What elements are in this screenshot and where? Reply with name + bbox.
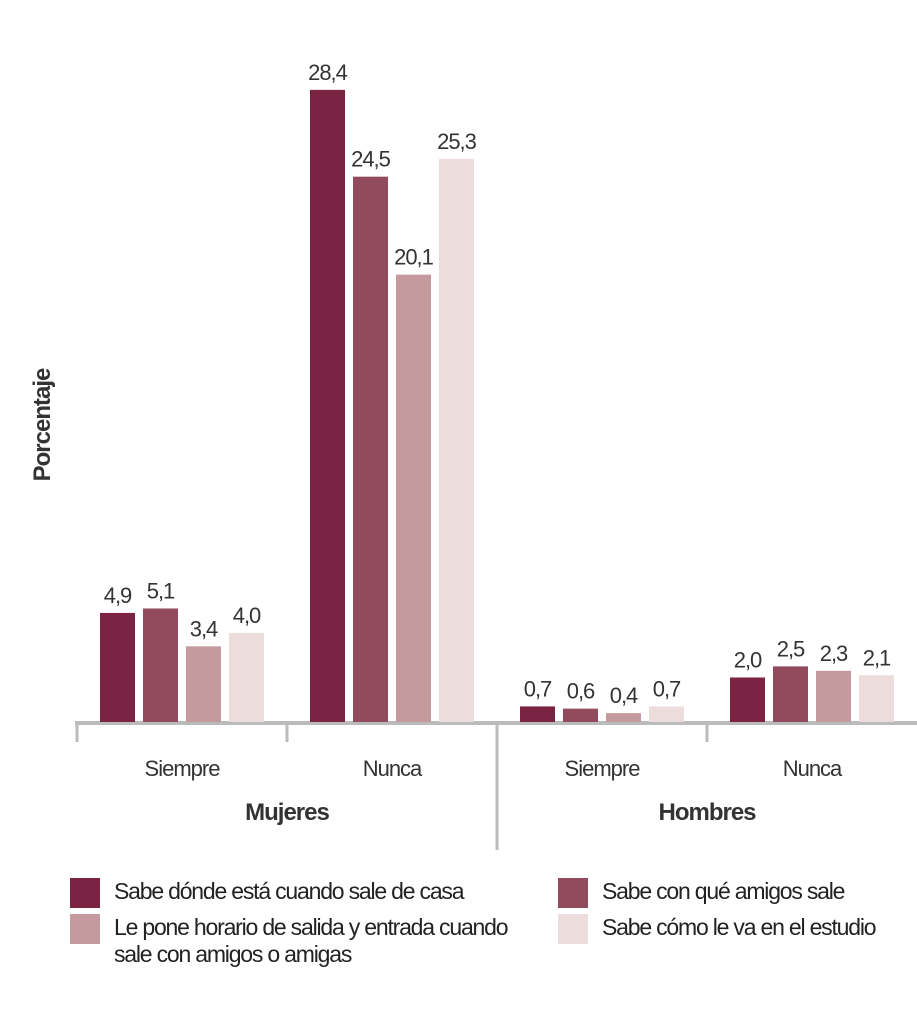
group-label: Mujeres [245, 799, 329, 826]
bar [143, 608, 178, 722]
value-label: 4,9 [104, 583, 132, 608]
value-label: 2,3 [820, 641, 848, 666]
legend-item: Sabe dónde está cuando sale de casa [70, 878, 558, 908]
value-label: 5,1 [147, 578, 175, 603]
legend-swatch [558, 878, 588, 908]
chart: Porcentaje Siempre 4,9 5,1 3,4 4,0 Nunca 28,4 2… [29, 60, 917, 850]
value-label: 0,6 [567, 679, 595, 704]
x-tick-label: Nunca [363, 756, 423, 781]
legend-label: Sabe cómo le va en el estudio [602, 914, 877, 940]
value-label: 25,3 [437, 129, 477, 154]
bar [520, 706, 555, 722]
bar [563, 708, 598, 722]
bar [649, 706, 684, 722]
bar [100, 612, 135, 722]
legend-item: Sabe cómo le va en el estudio [558, 914, 877, 968]
value-label: 2,5 [777, 636, 805, 661]
value-label: 24,5 [351, 147, 391, 172]
legend-label: Sabe dónde está cuando sale de casa [114, 878, 465, 904]
legend-label: Le pone horario de salida y entrada cuan… [114, 914, 509, 967]
x-tick-label: Siempre [565, 756, 641, 781]
bar [859, 675, 894, 722]
bar [229, 632, 264, 722]
legend-item: Sabe con qué amigos sale [558, 878, 845, 908]
x-tick-label: Nunca [783, 756, 843, 781]
bar [439, 158, 474, 722]
bar [816, 670, 851, 722]
legend-swatch [70, 914, 100, 944]
value-label: 2,1 [863, 645, 891, 670]
legend-item: Le pone horario de salida y entrada cuan… [70, 914, 558, 968]
bar [730, 677, 765, 722]
legend-swatch [70, 878, 100, 908]
value-label: 2,0 [734, 647, 762, 672]
value-label: 3,4 [190, 616, 218, 641]
bar [353, 176, 388, 722]
value-label: 4,0 [233, 603, 261, 628]
value-label: 0,7 [653, 676, 681, 701]
group-label: Hombres [658, 799, 756, 826]
value-label: 0,7 [524, 676, 552, 701]
x-tick-label: Siempre [145, 756, 221, 781]
bar [310, 89, 345, 722]
bar [773, 666, 808, 722]
bar [186, 646, 221, 722]
bar [606, 713, 641, 722]
legend-label: Sabe con qué amigos sale [602, 878, 845, 904]
value-label: 0,4 [610, 683, 638, 708]
value-label: 28,4 [308, 60, 348, 85]
legend-swatch [558, 914, 588, 944]
value-label: 20,1 [394, 245, 434, 270]
bar [396, 274, 431, 722]
y-axis-label: Porcentaje [29, 368, 56, 481]
legend: Sabe dónde está cuando sale de casa Sabe … [70, 878, 917, 974]
